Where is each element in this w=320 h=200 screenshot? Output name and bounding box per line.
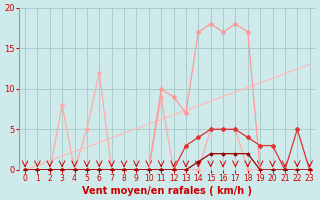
- X-axis label: Vent moyen/en rafales ( km/h ): Vent moyen/en rafales ( km/h ): [82, 186, 252, 196]
